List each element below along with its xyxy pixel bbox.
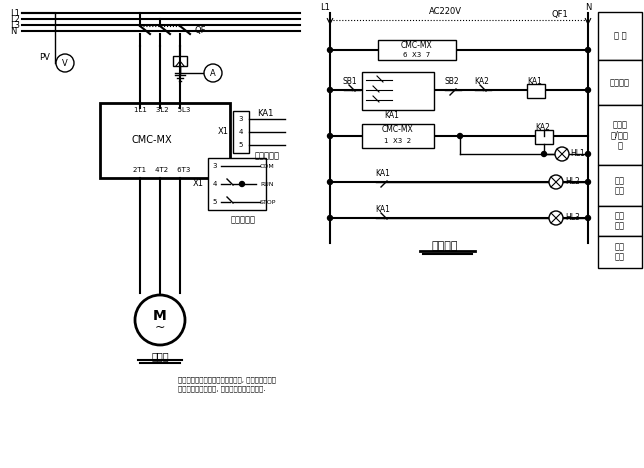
Bar [378, 40, 456, 60]
Circle shape [328, 47, 332, 52]
Text: 1L1    3L2    5L3: 1L1 3L2 5L3 [134, 107, 190, 113]
Circle shape [585, 47, 591, 52]
Text: L1: L1 [320, 3, 330, 13]
Bar [100, 103, 230, 178]
Text: HL1: HL1 [571, 149, 585, 159]
Text: KA2: KA2 [475, 76, 489, 86]
Text: 4: 4 [239, 129, 243, 135]
Text: QF: QF [195, 27, 207, 36]
Text: M: M [153, 309, 167, 323]
Text: 软起动
起/停控
制: 软起动 起/停控 制 [611, 120, 629, 150]
Text: 单节点控制: 单节点控制 [254, 152, 279, 161]
Text: SB2: SB2 [445, 76, 459, 86]
Text: 的输出方式进行修改, 需对此图做相应的调整.: 的输出方式进行修改, 需对此图做相应的调整. [178, 386, 265, 392]
Text: A: A [210, 68, 216, 78]
Circle shape [549, 211, 563, 225]
Text: KA1: KA1 [375, 205, 390, 213]
Text: 3: 3 [213, 163, 217, 169]
Text: 1  X3  2: 1 X3 2 [384, 138, 412, 144]
Text: CMC-MX: CMC-MX [131, 135, 173, 145]
Circle shape [457, 133, 462, 139]
Text: X1: X1 [218, 127, 229, 137]
Bar [598, 60, 642, 105]
Bar [233, 111, 249, 153]
Bar [362, 72, 434, 110]
Text: L1: L1 [10, 8, 20, 17]
Circle shape [555, 147, 569, 161]
Circle shape [549, 175, 563, 189]
Text: KA2: KA2 [536, 123, 551, 132]
Text: N: N [585, 3, 591, 13]
Text: HL2: HL2 [565, 177, 580, 187]
Text: 5: 5 [239, 142, 243, 148]
Circle shape [240, 182, 245, 187]
Text: STOP: STOP [260, 199, 276, 205]
Text: KA1: KA1 [257, 109, 273, 117]
Text: 3: 3 [239, 116, 243, 122]
Text: 4: 4 [213, 181, 217, 187]
Circle shape [542, 152, 547, 156]
Bar [598, 165, 642, 206]
Circle shape [328, 215, 332, 220]
Text: CMC-MX: CMC-MX [382, 125, 414, 134]
Circle shape [585, 88, 591, 93]
Text: 控制回路: 控制回路 [431, 241, 459, 251]
Circle shape [585, 152, 591, 156]
Bar [598, 12, 642, 60]
Circle shape [585, 180, 591, 184]
Text: X1: X1 [193, 180, 204, 189]
Text: RUN: RUN [260, 182, 274, 187]
Bar [208, 158, 266, 210]
Circle shape [328, 133, 332, 139]
Text: N: N [10, 27, 16, 36]
Text: 故障
指示: 故障 指示 [615, 176, 625, 196]
Text: L2: L2 [10, 15, 20, 23]
Text: 5: 5 [213, 199, 217, 205]
Bar [535, 130, 553, 144]
Bar [173, 56, 187, 66]
Text: 微 断: 微 断 [614, 31, 627, 41]
Text: V: V [62, 58, 68, 67]
Text: KA1: KA1 [384, 111, 399, 120]
Circle shape [135, 295, 185, 345]
Text: 此控制回路图以出厂参数设置为准, 如用户对继电器: 此控制回路图以出厂参数设置为准, 如用户对继电器 [178, 377, 276, 383]
Text: 主回路: 主回路 [151, 351, 169, 361]
Circle shape [204, 64, 222, 82]
Text: L3: L3 [10, 21, 20, 29]
Text: PV: PV [39, 53, 50, 63]
Circle shape [328, 88, 332, 93]
Text: CMC-MX: CMC-MX [401, 41, 433, 50]
Text: 控制电源: 控制电源 [610, 79, 630, 88]
Text: 停止
指示: 停止 指示 [615, 242, 625, 262]
Circle shape [585, 215, 591, 220]
Text: 6  X3  7: 6 X3 7 [403, 52, 431, 58]
Text: 运行
指示: 运行 指示 [615, 211, 625, 231]
Text: ~: ~ [155, 321, 166, 334]
Text: SB1: SB1 [343, 76, 357, 86]
Circle shape [328, 180, 332, 184]
Text: COM: COM [260, 163, 275, 168]
Bar [527, 84, 545, 98]
Text: AC220V: AC220V [428, 7, 462, 15]
Bar [598, 236, 642, 268]
Bar [362, 124, 434, 148]
Bar [598, 206, 642, 236]
Text: 2T1    4T2    6T3: 2T1 4T2 6T3 [133, 167, 191, 173]
Text: 双节点控制: 双节点控制 [231, 215, 256, 225]
Text: QF1: QF1 [552, 10, 569, 20]
Bar [598, 105, 642, 165]
Text: KA1: KA1 [527, 76, 542, 86]
Text: HL3: HL3 [565, 213, 580, 222]
Circle shape [56, 54, 74, 72]
Text: KA1: KA1 [375, 168, 390, 177]
